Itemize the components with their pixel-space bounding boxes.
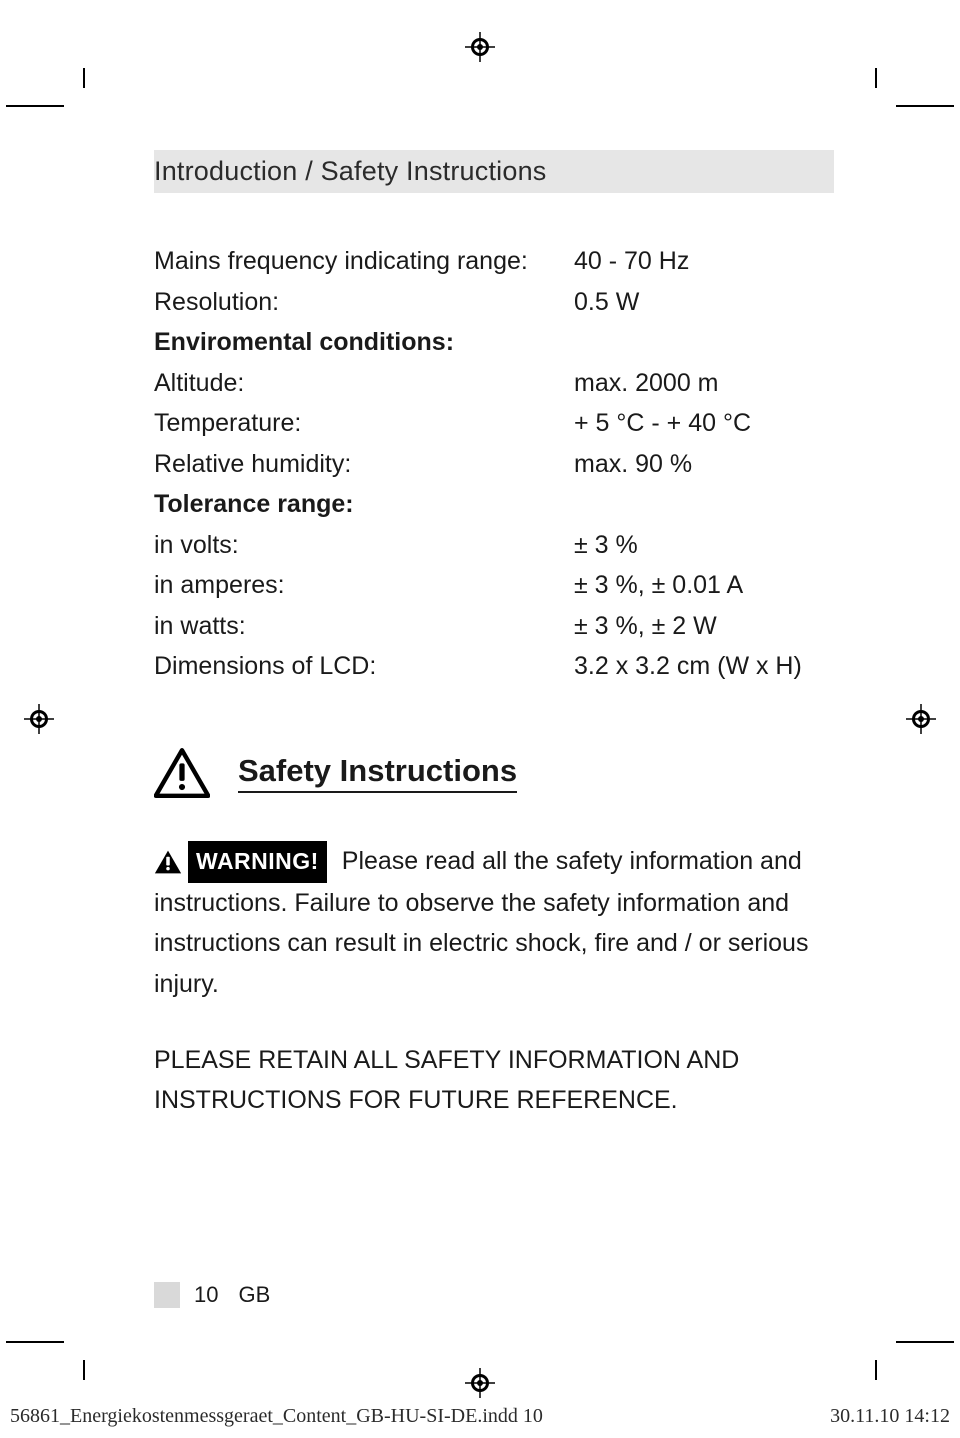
spec-label: Temperature: — [154, 403, 574, 444]
spec-value: ± 3 % — [574, 525, 834, 566]
spec-value: max. 90 % — [574, 444, 834, 485]
spec-label: Mains frequency indicating range: — [154, 241, 574, 282]
registration-mark-right — [906, 704, 936, 734]
footer-timestamp: 30.11.10 14:12 — [830, 1405, 950, 1428]
spec-value: 3.2 x 3.2 cm (W x H) — [574, 646, 834, 687]
crop-mark-top-right — [864, 68, 954, 128]
crop-mark-bottom-left — [6, 1320, 96, 1380]
spec-value — [574, 484, 834, 525]
spec-label: Relative humidity: — [154, 444, 574, 485]
footer-meta: 56861_Energiekostenmessgeraet_Content_GB… — [10, 1405, 950, 1428]
page-number-box — [154, 1282, 180, 1308]
header-band: Introduction / Safety Instructions — [154, 150, 834, 193]
specs-table: Mains frequency indicating range:40 - 70… — [154, 241, 834, 687]
registration-mark-top — [465, 32, 495, 62]
spec-row: Dimensions of LCD:3.2 x 3.2 cm (W x H) — [154, 646, 834, 687]
spec-label: in watts: — [154, 606, 574, 647]
spec-value: 40 - 70 Hz — [574, 241, 834, 282]
safety-title: Safety Instructions — [238, 753, 517, 793]
page: Introduction / Safety Instructions Mains… — [0, 0, 960, 1438]
page-lang: GB — [238, 1282, 270, 1308]
spec-value: 0.5 W — [574, 282, 834, 323]
safety-heading-block: Safety Instructions — [154, 745, 834, 801]
spec-row: Enviromental conditions: — [154, 322, 834, 363]
warning-label-box: WARNING! — [188, 841, 327, 882]
spec-value: ± 3 %, ± 2 W — [574, 606, 834, 647]
warning-paragraph: WARNING! Please read all the safety info… — [154, 841, 834, 1005]
page-number: 10 — [194, 1282, 218, 1308]
spec-row: in volts:± 3 % — [154, 525, 834, 566]
spec-row: Mains frequency indicating range:40 - 70… — [154, 241, 834, 282]
spec-label: Resolution: — [154, 282, 574, 323]
spec-value: max. 2000 m — [574, 363, 834, 404]
spec-label: Enviromental conditions: — [154, 322, 574, 363]
spec-label: in amperes: — [154, 565, 574, 606]
spec-value: + 5 °C - + 40 °C — [574, 403, 834, 444]
spec-label: in volts: — [154, 525, 574, 566]
spec-row: in amperes:± 3 %, ± 0.01 A — [154, 565, 834, 606]
header-breadcrumb: Introduction / Safety Instructions — [154, 156, 547, 186]
crop-mark-bottom-right — [864, 1320, 954, 1380]
content-area: Introduction / Safety Instructions Mains… — [154, 150, 834, 1120]
spec-label: Tolerance range: — [154, 484, 574, 525]
spec-row: Temperature:+ 5 °C - + 40 °C — [154, 403, 834, 444]
spec-row: in watts:± 3 %, ± 2 W — [154, 606, 834, 647]
warning-triangle-small-icon — [154, 848, 182, 876]
spec-row: Resolution:0.5 W — [154, 282, 834, 323]
spec-value — [574, 322, 834, 363]
registration-mark-bottom — [465, 1368, 495, 1398]
spec-value: ± 3 %, ± 0.01 A — [574, 565, 834, 606]
warning-badge: WARNING! — [154, 841, 327, 882]
footer-file: 56861_Energiekostenmessgeraet_Content_GB… — [10, 1405, 543, 1428]
spec-row: Tolerance range: — [154, 484, 834, 525]
spec-row: Relative humidity:max. 90 % — [154, 444, 834, 485]
crop-mark-top-left — [6, 68, 96, 128]
registration-mark-left — [24, 704, 54, 734]
retain-text: PLEASE RETAIN ALL SAFETY INFORMATION AND… — [154, 1040, 834, 1120]
warning-triangle-icon — [154, 745, 210, 801]
page-number-block: 10 GB — [154, 1282, 270, 1308]
spec-label: Dimensions of LCD: — [154, 646, 574, 687]
spec-label: Altitude: — [154, 363, 574, 404]
spec-row: Altitude:max. 2000 m — [154, 363, 834, 404]
